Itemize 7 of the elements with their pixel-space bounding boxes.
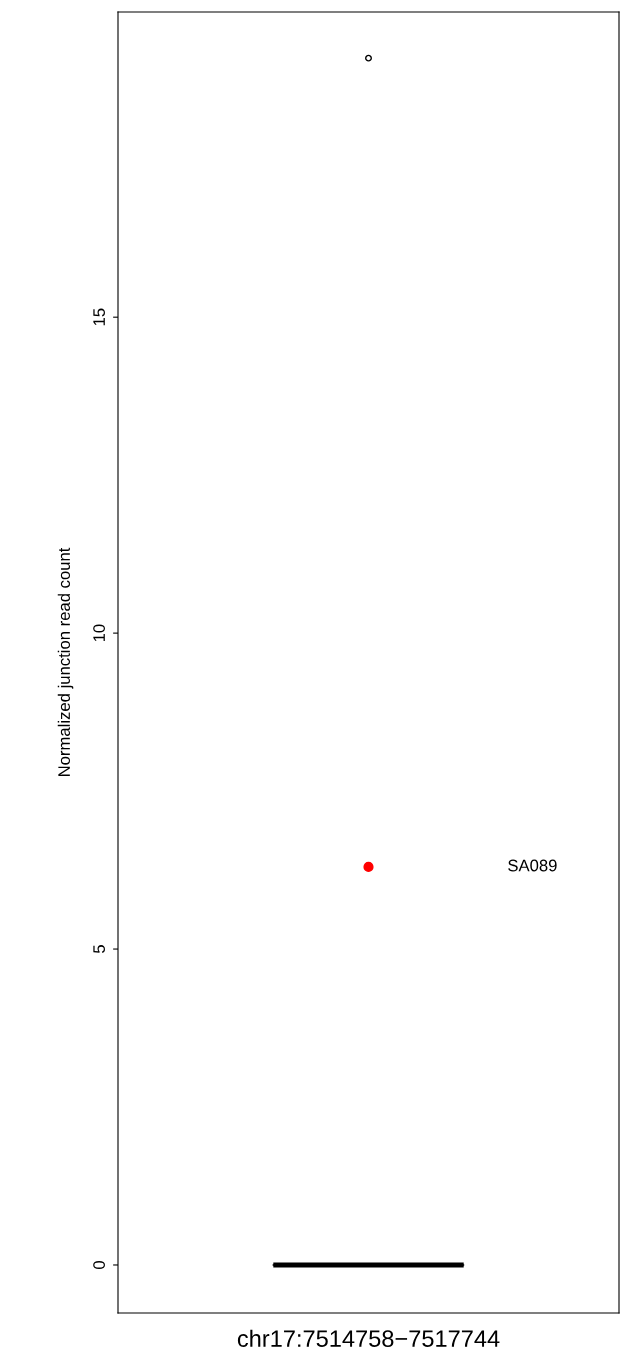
y-tick-label: 0 <box>93 1261 105 1269</box>
x-tick-label: chr17:7514758−7517744 <box>237 1329 500 1348</box>
y-tick-label: 15 <box>93 308 105 326</box>
annotation: SA089 <box>508 859 557 872</box>
y-tick-label: 10 <box>93 624 105 642</box>
y-tick-label: 5 <box>93 945 105 954</box>
y-axis-title: Normalized junction read count <box>57 547 74 776</box>
